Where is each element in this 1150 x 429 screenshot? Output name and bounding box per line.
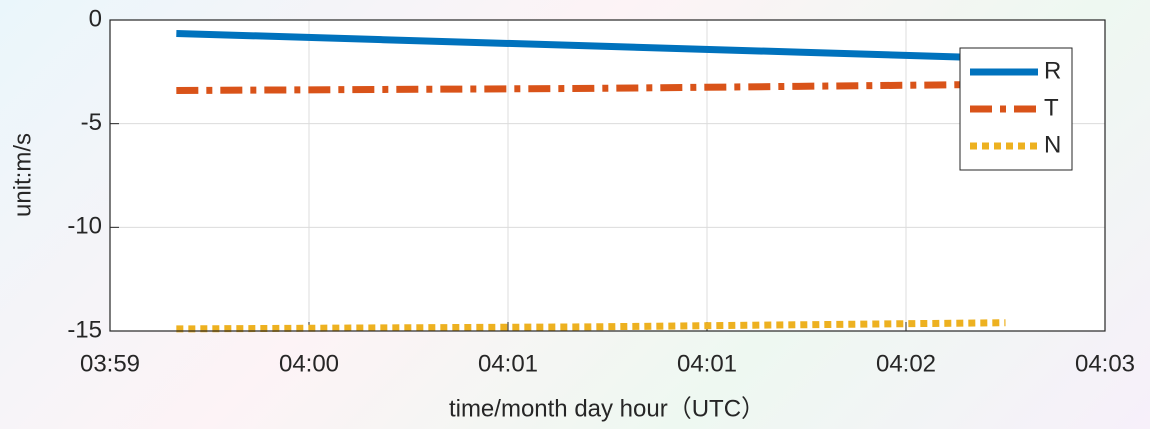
y-axis-label: unit:m/s — [9, 133, 36, 217]
y-tick-label: -5 — [81, 109, 102, 136]
x-tick-label: 04:00 — [279, 350, 339, 377]
legend-label: T — [1044, 94, 1059, 121]
plot-frame — [109, 19, 1106, 332]
x-tick-label: 03:59 — [80, 350, 140, 377]
x-axis-label: time/month day hour（UTC） — [449, 395, 765, 422]
legend-label: R — [1044, 57, 1061, 84]
y-tick-label: -10 — [67, 213, 102, 240]
x-tick-label: 04:02 — [876, 350, 936, 377]
legend-label: N — [1044, 131, 1061, 158]
x-tick-label: 04:03 — [1075, 350, 1135, 377]
x-tick-label: 04:01 — [677, 350, 737, 377]
series-line — [176, 319, 1006, 333]
series-line — [176, 80, 1006, 94]
y-tick-label: 0 — [89, 5, 102, 32]
series-line — [176, 29, 1006, 62]
y-tick-label: -15 — [67, 316, 102, 343]
x-tick-label: 04:01 — [478, 350, 538, 377]
plot-area — [110, 20, 1105, 331]
